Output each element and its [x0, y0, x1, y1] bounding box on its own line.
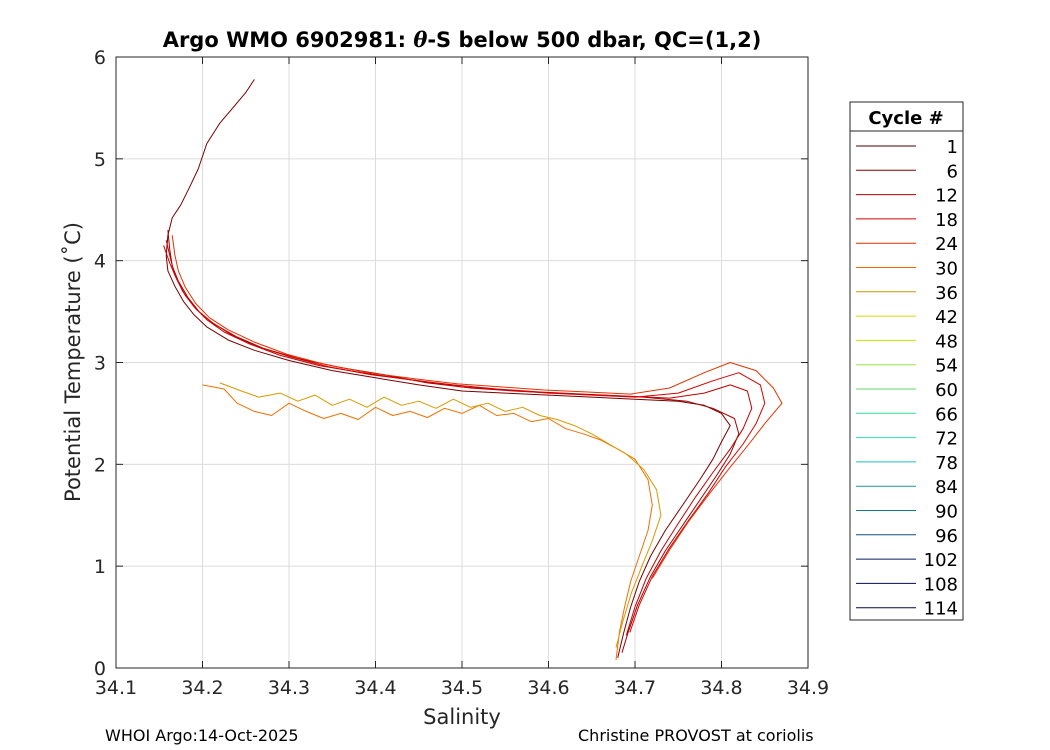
y-tick-labels: 0 1 2 3 4 5 6: [94, 47, 106, 680]
legend-label: 114: [924, 599, 958, 620]
series-group: [163, 79, 783, 660]
series-line-cycle-18: [163, 245, 766, 633]
chart-title: Argo WMO 6902981: θ-S below 500 dbar, QC…: [163, 27, 762, 52]
x-tick-label: 34.2: [181, 677, 223, 699]
x-tick-label: 34.8: [700, 677, 742, 699]
legend-label: 66: [935, 404, 958, 425]
x-tick-labels: 34.1 34.2 34.3 34.4 34.5 34.6 34.7 34.8 34.9: [95, 677, 829, 699]
legend-box: [849, 101, 964, 621]
legend-label: 36: [935, 283, 958, 304]
chart-title-theta: θ: [413, 27, 427, 52]
legend-title: Cycle #: [868, 108, 943, 129]
legend: Cycle # 1 6 12 18 24 30 36 42 48 54 60 66 72 78 84 90 96…: [849, 101, 964, 621]
series-line-cycle-1: [165, 79, 731, 658]
footer-right: Christine PROVOST at coriolis: [578, 726, 814, 745]
legend-label: 108: [924, 574, 958, 595]
legend-label: 48: [935, 331, 958, 352]
series-line-cycle-36: [219, 382, 662, 648]
y-tick-label: 4: [94, 251, 106, 273]
y-tick-label: 3: [94, 353, 106, 375]
x-tick-label: 34.1: [95, 677, 137, 699]
x-tick-label: 34.7: [614, 677, 656, 699]
legend-label: 78: [935, 453, 958, 474]
legend-label: 1: [947, 137, 958, 158]
y-tick-label: 0: [94, 658, 106, 680]
legend-label: 18: [935, 210, 958, 231]
y-axis-label: Potential Temperature (˚C): [61, 222, 85, 502]
y-tick-label: 5: [94, 149, 106, 171]
x-tick-label: 34.6: [527, 677, 569, 699]
legend-label: 72: [935, 429, 958, 450]
chart-title-suffix: -S below 500 dbar, QC=(1,2): [427, 28, 761, 52]
legend-label: 12: [935, 186, 958, 207]
legend-label: 96: [935, 526, 958, 547]
legend-label: 60: [935, 380, 958, 401]
legend-label: 54: [935, 356, 958, 377]
legend-label: 84: [935, 477, 958, 498]
x-tick-label: 34.3: [268, 677, 310, 699]
y-tick-label: 6: [94, 47, 106, 69]
legend-label: 30: [935, 259, 958, 280]
legend-entries: 1 6 12 18 24 30 36 42 48 54 60 66 72 78 84 90 96 102 108 11…: [856, 137, 958, 620]
legend-label: 24: [935, 234, 958, 255]
chart-title-prefix: Argo WMO 6902981:: [163, 28, 414, 52]
legend-label: 90: [935, 502, 958, 523]
x-axis-label: Salinity: [423, 705, 501, 729]
series-line-cycle-30: [202, 384, 653, 660]
footer-left: WHOI Argo:14-Oct-2025: [105, 726, 299, 745]
legend-label: 6: [947, 161, 958, 182]
tick-group: [115, 56, 809, 669]
grid: [116, 57, 808, 668]
x-tick-label: 34.4: [354, 677, 396, 699]
legend-label: 102: [924, 550, 958, 571]
series-line-cycle-24: [171, 235, 783, 579]
x-tick-label: 34.5: [441, 677, 483, 699]
y-tick-label: 1: [94, 556, 106, 578]
y-tick-label: 2: [94, 454, 106, 476]
x-tick-label: 34.9: [787, 677, 829, 699]
series-line-cycle-12: [165, 240, 753, 636]
legend-label: 42: [935, 307, 958, 328]
